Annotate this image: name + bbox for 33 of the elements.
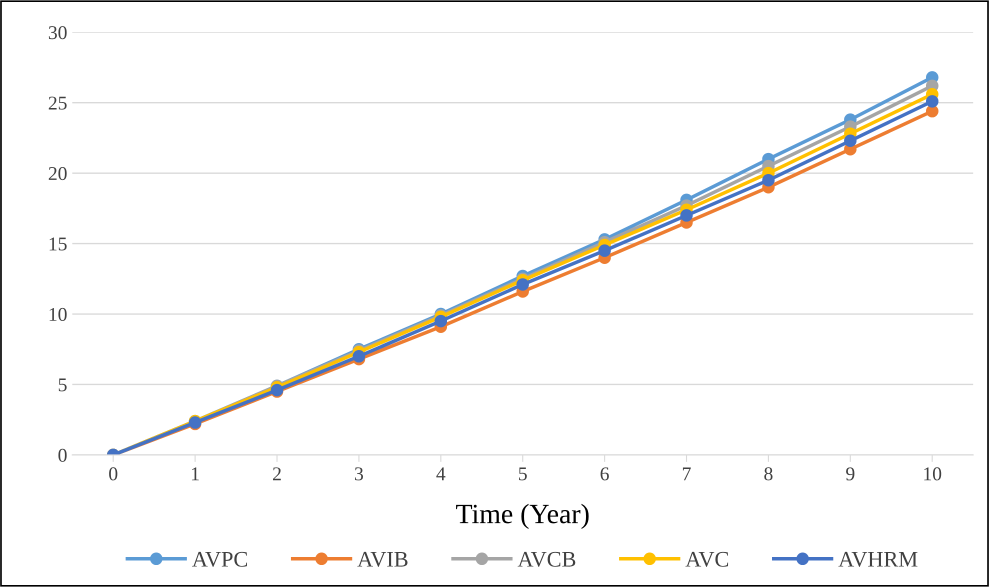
- x-tick-label: 4: [436, 467, 446, 480]
- y-tick-label: 15: [50, 238, 67, 251]
- y-tick-label: 25: [48, 96, 67, 110]
- y-tick-label: 20: [48, 166, 67, 180]
- y-tick-label: 10: [50, 308, 67, 321]
- point: [762, 174, 775, 186]
- point: [598, 244, 611, 257]
- x-tick-label: 9: [846, 467, 854, 480]
- x-tick-label: 7: [682, 467, 691, 480]
- point: [352, 350, 366, 363]
- x-tick-label: 1: [192, 467, 199, 480]
- point: [844, 134, 857, 148]
- x-tick-label: 6: [600, 467, 609, 480]
- point: [516, 278, 529, 291]
- y-tick-label: 5: [58, 378, 67, 392]
- legend-label: AVC: [685, 552, 728, 567]
- x-tick-label: 5: [518, 467, 527, 480]
- legend-label: AVIB: [357, 552, 408, 567]
- point: [434, 314, 448, 328]
- y-tick-label: 30: [48, 26, 67, 40]
- x-tick-label: 10: [924, 467, 942, 480]
- legend-label: AVPC: [192, 552, 248, 567]
- x-axis-title: Time (Year): [456, 504, 589, 529]
- point: [680, 209, 693, 222]
- x-tick-label: 0: [109, 467, 118, 480]
- x-tick-label: 2: [273, 467, 281, 480]
- y-tick-label: 0: [58, 448, 67, 462]
- point: [926, 95, 938, 108]
- x-tick-label: 3: [354, 467, 364, 480]
- legend-label: AVHRM: [838, 552, 918, 567]
- x-tick-label: 8: [764, 467, 773, 480]
- point: [926, 104, 938, 118]
- legend-label: AVCB: [518, 552, 576, 567]
